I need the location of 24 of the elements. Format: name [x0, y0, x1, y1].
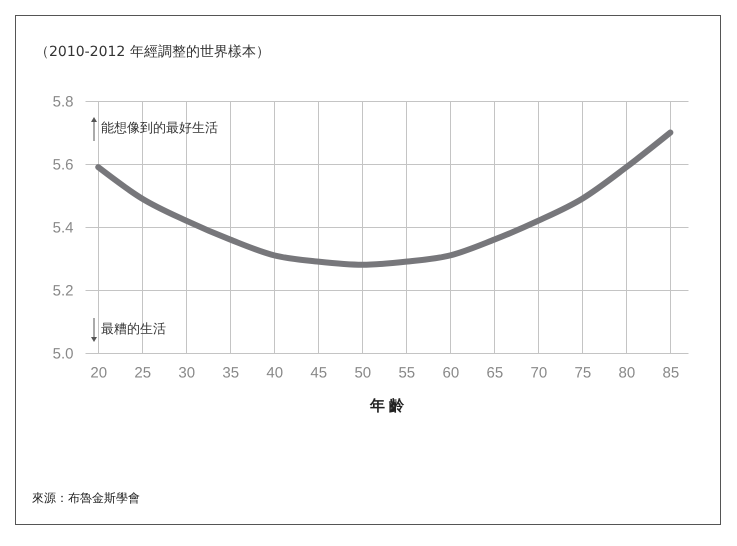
x-tick-label: 40	[266, 364, 284, 382]
y-tick-label: 5.0	[52, 346, 74, 362]
x-tick-label: 65	[486, 364, 504, 382]
x-tick-label: 55	[398, 364, 416, 382]
x-tick-label: 30	[178, 364, 196, 382]
annotation: 最糟的生活	[101, 322, 166, 337]
text: 來源：布魯金斯學會	[32, 490, 140, 507]
x-tick-label: 45	[310, 364, 328, 382]
chart-title: （2010-2012 年經調整的世界樣本）	[35, 44, 270, 60]
x-tick-label: 35	[222, 364, 240, 382]
y-tick-label: 5.6	[52, 156, 74, 174]
x-axis-title: 年 齡	[368, 398, 406, 414]
y-tick-label: 5.4	[52, 220, 74, 236]
x-tick-label: 50	[354, 364, 372, 382]
x-tick-label: 85	[662, 364, 680, 382]
x-tick-label: 80	[618, 364, 636, 382]
x-tick-label: 70	[530, 364, 548, 382]
x-tick-label: 75	[574, 364, 592, 382]
x-tick-label: 25	[134, 364, 152, 382]
y-tick-label: 5.8	[52, 94, 74, 110]
x-tick-label: 60	[442, 364, 460, 382]
x-tick-label: 20	[90, 364, 108, 382]
annotation: 能想像到的最好生活	[101, 121, 218, 136]
y-tick-label: 5.2	[52, 282, 74, 300]
